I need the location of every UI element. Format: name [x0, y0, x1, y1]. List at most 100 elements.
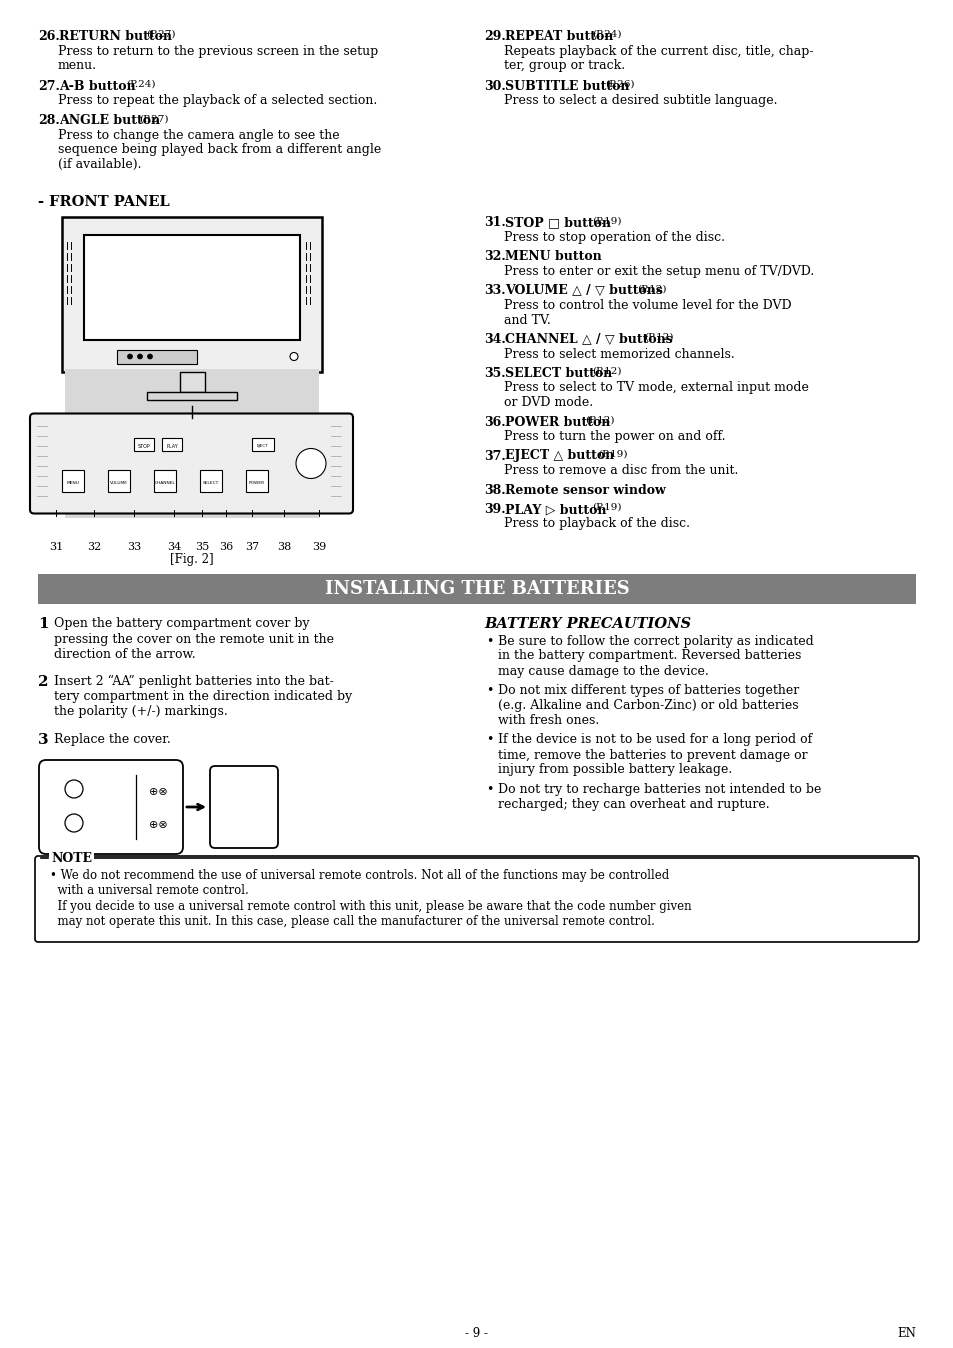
Bar	[180, 372, 205, 391]
Text: [Fig. 2]: [Fig. 2]	[170, 554, 213, 566]
FancyBboxPatch shape	[35, 856, 918, 942]
Bar	[108, 469, 130, 492]
Text: • We do not recommend the use of universal remote controls. Not all of the funct: • We do not recommend the use of univers…	[50, 869, 669, 896]
Text: 33.: 33.	[483, 284, 505, 298]
Text: Press to remove a disc from the unit.: Press to remove a disc from the unit.	[503, 464, 738, 477]
Text: 35: 35	[194, 542, 209, 551]
Circle shape	[128, 355, 132, 359]
Text: EJECT: EJECT	[257, 445, 269, 449]
Bar	[133, 438, 153, 450]
Text: EJECT △ button: EJECT △ button	[505, 449, 614, 462]
Text: Replace the cover.: Replace the cover.	[54, 732, 171, 745]
Text: RETURN button: RETURN button	[59, 30, 172, 43]
Bar	[65, 368, 318, 518]
Text: Remote sensor window: Remote sensor window	[505, 484, 665, 496]
Text: Be sure to follow the correct polarity as indicated
in the battery compartment. : Be sure to follow the correct polarity a…	[497, 635, 813, 678]
Circle shape	[65, 814, 83, 832]
Text: Press to control the volume level for the DVD: Press to control the volume level for th…	[503, 299, 791, 311]
Text: ⊕⊗: ⊕⊗	[149, 787, 167, 797]
Text: Do not mix different types of batteries together
(e.g. Alkaline and Carbon-Zinc): Do not mix different types of batteries …	[497, 683, 799, 727]
Text: Press to select a desired subtitle language.: Press to select a desired subtitle langu…	[503, 94, 777, 106]
Text: or DVD mode.: or DVD mode.	[503, 396, 593, 408]
Bar	[162, 438, 182, 450]
Text: A-B button: A-B button	[59, 80, 136, 93]
Text: (P.26): (P.26)	[604, 80, 634, 89]
Circle shape	[65, 780, 83, 798]
Text: and TV.: and TV.	[503, 314, 550, 326]
Text: SUBTITLE button: SUBTITLE button	[505, 80, 629, 93]
Text: menu.: menu.	[58, 59, 97, 71]
Text: Repeats playback of the current disc, title, chap-: Repeats playback of the current disc, ti…	[503, 44, 813, 58]
Text: 37.: 37.	[483, 449, 505, 462]
Bar	[84, 235, 299, 340]
Text: NOTE: NOTE	[51, 852, 91, 865]
Text: CHANNEL △ / ▽ buttons: CHANNEL △ / ▽ buttons	[505, 333, 673, 346]
Text: 3: 3	[38, 732, 49, 747]
Text: (if available).: (if available).	[58, 158, 141, 171]
Text: 33: 33	[127, 542, 141, 551]
Text: (P.12): (P.12)	[637, 284, 666, 294]
Text: Press to turn the power on and off.: Press to turn the power on and off.	[503, 430, 724, 443]
Bar	[62, 469, 84, 492]
Text: PLAY: PLAY	[166, 445, 177, 449]
Text: POWER button: POWER button	[505, 415, 610, 429]
Text: 38: 38	[276, 542, 291, 551]
Text: (P.27): (P.27)	[139, 115, 169, 124]
Text: MENU: MENU	[67, 480, 79, 484]
Text: Press to stop operation of the disc.: Press to stop operation of the disc.	[503, 231, 724, 244]
Text: Open the battery compartment cover by
pressing the cover on the remote unit in t: Open the battery compartment cover by pr…	[54, 617, 334, 661]
FancyBboxPatch shape	[210, 766, 277, 848]
Text: 29.: 29.	[483, 30, 505, 43]
Text: 2: 2	[38, 675, 49, 689]
Circle shape	[137, 355, 142, 359]
Bar	[38, 573, 915, 604]
Text: 30.: 30.	[483, 80, 505, 93]
Text: (P.27): (P.27)	[146, 30, 175, 39]
Text: 32: 32	[87, 542, 101, 551]
Text: Press to select to TV mode, external input mode: Press to select to TV mode, external inp…	[503, 381, 808, 395]
Text: 28.: 28.	[38, 115, 60, 128]
Text: Press to change the camera angle to see the: Press to change the camera angle to see …	[58, 129, 339, 142]
Text: •: •	[485, 683, 493, 697]
Text: 36: 36	[218, 542, 233, 551]
Text: If you decide to use a universal remote control with this unit, please be aware : If you decide to use a universal remote …	[50, 900, 691, 927]
Text: (P.24): (P.24)	[127, 80, 156, 89]
Text: 27.: 27.	[38, 80, 60, 93]
Text: Press to return to the previous screen in the setup: Press to return to the previous screen i…	[58, 44, 377, 58]
Text: VOLUME △ / ▽ buttons: VOLUME △ / ▽ buttons	[505, 284, 662, 298]
Text: 34: 34	[167, 542, 181, 551]
Text: (P.12): (P.12)	[585, 415, 615, 425]
Text: (P.24): (P.24)	[592, 30, 620, 39]
Text: 35.: 35.	[483, 367, 505, 380]
Text: EN: EN	[896, 1326, 915, 1340]
Text: 31.: 31.	[483, 217, 505, 229]
Text: •: •	[485, 635, 493, 647]
Text: Press to select memorized channels.: Press to select memorized channels.	[503, 348, 734, 360]
Circle shape	[295, 449, 326, 479]
Text: (P.12): (P.12)	[592, 367, 620, 376]
Text: 32.: 32.	[483, 251, 505, 263]
Bar	[147, 391, 236, 399]
Text: MENU button: MENU button	[505, 251, 601, 263]
Text: POWER: POWER	[249, 480, 265, 484]
Text: (P.19): (P.19)	[598, 449, 627, 458]
Text: STOP: STOP	[137, 445, 151, 449]
Text: ⊕⊗: ⊕⊗	[149, 820, 167, 830]
FancyBboxPatch shape	[30, 414, 353, 514]
Text: Do not try to recharge batteries not intended to be
recharged; they can overheat: Do not try to recharge batteries not int…	[497, 783, 821, 811]
Text: 26.: 26.	[38, 30, 60, 43]
Text: 31: 31	[49, 542, 63, 551]
Text: •: •	[485, 783, 493, 797]
Text: If the device is not to be used for a long period of
time, remove the batteries : If the device is not to be used for a lo…	[497, 733, 811, 776]
Text: ter, group or track.: ter, group or track.	[503, 59, 624, 71]
Text: (P.19): (P.19)	[592, 217, 620, 225]
Text: VOLUME: VOLUME	[110, 480, 128, 484]
Text: 34.: 34.	[483, 333, 505, 346]
Text: 38.: 38.	[483, 484, 505, 496]
Text: 39.: 39.	[483, 503, 505, 516]
Circle shape	[290, 352, 297, 360]
Text: CHANNEL: CHANNEL	[154, 480, 175, 484]
Text: Press to enter or exit the setup menu of TV/DVD.: Press to enter or exit the setup menu of…	[503, 266, 814, 278]
FancyBboxPatch shape	[39, 760, 183, 855]
Text: (P.12): (P.12)	[643, 333, 673, 342]
